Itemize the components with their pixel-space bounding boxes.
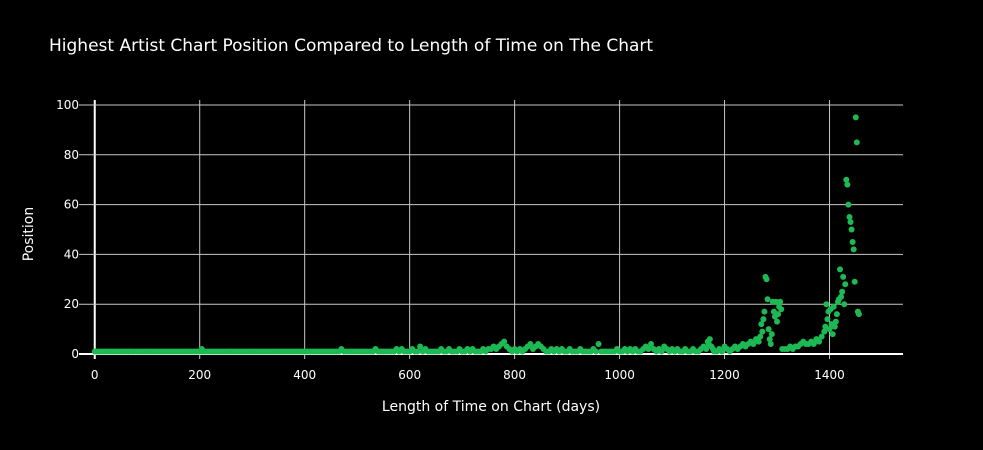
data-point[interactable] [774,318,781,325]
data-point[interactable] [759,328,766,335]
x-tick-label: 1200 [709,368,740,382]
data-point[interactable] [775,311,782,318]
data-point[interactable] [843,176,850,183]
y-tick-label: 100 [56,98,79,112]
data-point[interactable] [778,306,785,313]
data-points [91,114,862,355]
data-point[interactable] [810,341,817,348]
data-point[interactable] [829,331,836,338]
data-point[interactable] [768,331,775,338]
data-point[interactable] [851,278,858,285]
data-point[interactable] [849,238,856,245]
data-point[interactable] [833,311,840,318]
data-point[interactable] [718,348,725,355]
y-tick-label: 20 [64,297,79,311]
data-point[interactable] [837,266,844,273]
data-point[interactable] [750,341,757,348]
data-point[interactable] [855,311,862,318]
data-point[interactable] [772,298,779,305]
data-point[interactable] [841,301,848,308]
x-tick-label: 800 [503,368,526,382]
data-point[interactable] [847,219,854,226]
x-tick-label: 1000 [604,368,635,382]
data-point[interactable] [838,293,845,300]
data-point[interactable] [414,348,421,355]
data-point[interactable] [527,341,534,348]
x-tick-label: 200 [188,368,211,382]
data-point[interactable] [658,348,665,355]
y-axis-ticks: 0 20 40 60 80 100 [56,98,79,361]
data-point[interactable] [853,139,860,146]
data-point[interactable] [766,336,773,343]
data-point[interactable] [645,346,652,353]
data-point[interactable] [763,276,770,283]
x-tick-label: 1400 [814,368,845,382]
data-point[interactable] [761,308,768,315]
x-axis-title: Length of Time on Chart (days) [382,399,600,415]
data-point[interactable] [755,338,762,345]
data-point[interactable] [824,316,831,323]
x-tick-label: 0 [91,368,99,382]
data-point[interactable] [821,328,828,335]
data-point[interactable] [845,201,852,208]
y-axis-title: Position [21,207,37,262]
data-point[interactable] [852,114,859,121]
data-point[interactable] [818,333,825,340]
data-point[interactable] [758,321,765,328]
data-point[interactable] [595,341,602,348]
data-point[interactable] [765,326,772,333]
data-point[interactable] [832,318,839,325]
data-point[interactable] [764,296,771,303]
data-point[interactable] [823,301,830,308]
data-point[interactable] [844,181,851,188]
data-point[interactable] [703,346,710,353]
data-point[interactable] [816,338,823,345]
y-tick-label: 40 [64,247,79,261]
data-point[interactable] [842,281,849,288]
data-point[interactable] [592,348,599,355]
data-point[interactable] [417,343,424,350]
data-point[interactable] [826,326,833,333]
data-point[interactable] [760,316,767,323]
y-tick-label: 60 [64,198,79,212]
grid-lines [79,100,903,359]
x-axis-ticks: 0 200 400 600 800 1000 1200 1400 [91,368,845,382]
data-point[interactable] [757,333,764,340]
data-point[interactable] [648,341,655,348]
data-point[interactable] [830,303,837,310]
y-tick-label: 0 [71,347,79,361]
x-tick-label: 600 [398,368,421,382]
data-point[interactable] [840,273,847,280]
data-point[interactable] [501,338,508,345]
x-tick-label: 400 [293,368,316,382]
chart-title: Highest Artist Chart Position Compared t… [49,36,653,56]
data-point[interactable] [848,226,855,233]
data-point[interactable] [850,246,857,253]
data-point[interactable] [846,214,853,221]
data-point[interactable] [777,298,784,305]
data-point[interactable] [831,323,838,330]
data-point[interactable] [767,341,774,348]
data-point[interactable] [839,288,846,295]
data-point[interactable] [706,336,713,343]
y-tick-label: 80 [64,148,79,162]
